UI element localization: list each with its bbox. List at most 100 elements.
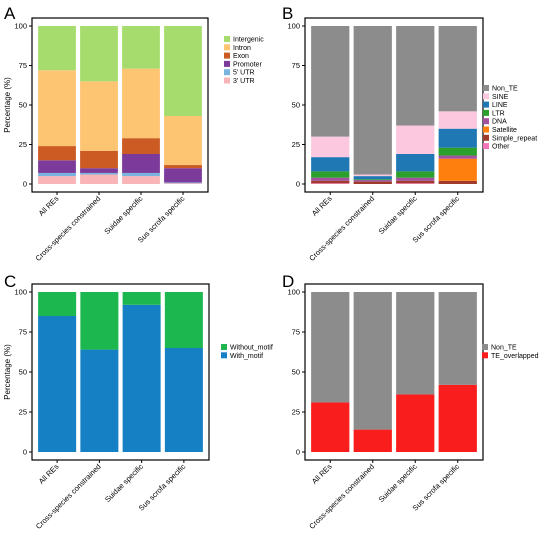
- bar-segment-with-motif-all-res: [38, 316, 77, 452]
- y-tick-label: 75: [292, 328, 300, 337]
- legend-swatch-other: [483, 143, 489, 150]
- legend-swatch-sine: [483, 93, 489, 100]
- bar-segment-te-overlapped-cross-species-constrained: [353, 429, 392, 452]
- bar-segment-non-te-suidae-specific: [396, 26, 435, 126]
- legend-label-without-motif: Without_motif: [230, 345, 273, 352]
- legend-label-intron: Intron: [233, 45, 251, 52]
- bar-segment-exon-sus-scrofa-specific: [164, 165, 202, 169]
- bar-segment-other-suidae-specific: [396, 183, 435, 184]
- bar-segment-intron-all-res: [38, 70, 76, 147]
- bar-segment-intergenic-sus-scrofa-specific: [164, 26, 202, 117]
- bar-segment-with-motif-sus-scrofa-specific: [164, 348, 203, 452]
- bar-segment-dna-cross-species-constrained: [353, 180, 392, 182]
- legend-label-3-utr: 3' UTR: [233, 78, 255, 85]
- bar-segment-sine-sus-scrofa-specific: [438, 111, 477, 129]
- legend-label-5-utr: 5' UTR: [233, 70, 255, 77]
- legend-swatch-intergenic: [224, 36, 230, 42]
- bar-segment-non-te-cross-species-constrained: [353, 26, 392, 175]
- legend-label-intergenic: Intergenic: [233, 37, 264, 44]
- y-tick-label: 25: [292, 408, 300, 417]
- y-tick-label: 50: [19, 368, 27, 377]
- bar-segment-ltr-all-res: [311, 171, 350, 178]
- legend-swatch-without-motif: [221, 344, 227, 350]
- legend-label-te-overlapped: TE_overlapped: [491, 353, 539, 360]
- y-tick-label: 25: [19, 408, 27, 417]
- bar-segment-te-overlapped-all-res: [311, 402, 350, 452]
- bar-segment-without-motif-cross-species-constrained: [80, 292, 119, 350]
- bar-segment-5-utr-suidae-specific: [122, 172, 160, 177]
- bar-segment-sine-suidae-specific: [396, 125, 435, 154]
- bar-segment-ltr-suidae-specific: [396, 171, 435, 178]
- bar-segment-dna-suidae-specific: [396, 177, 435, 181]
- bar-segment-5-utr-all-res: [38, 172, 76, 177]
- x-tick-label: Sus scrofa specific: [137, 462, 188, 513]
- bar-segment-intergenic-all-res: [38, 26, 76, 71]
- legend-swatch-satellite: [483, 126, 489, 133]
- x-tick-label: Sus scrofa specific: [411, 194, 462, 245]
- bar-segment-non-te-sus-scrofa-specific: [438, 292, 477, 385]
- bar-segment-other-all-res: [311, 183, 350, 184]
- bar-segment-intergenic-cross-species-constrained: [80, 26, 118, 82]
- y-tick-label: 100: [14, 288, 27, 297]
- bar-segment-sine-cross-species-constrained: [353, 174, 392, 177]
- panel-letter: C: [4, 272, 16, 291]
- bar-segment-simple-repeat-suidae-specific: [396, 180, 435, 184]
- bar-segment-3-utr-suidae-specific: [122, 176, 160, 184]
- legend-label-other: Other: [492, 144, 510, 151]
- legend-label-non-te: Non_TE: [492, 86, 518, 93]
- legend-label-ltr: LTR: [492, 110, 505, 117]
- x-tick-label: Sus scrofa specific: [411, 462, 462, 513]
- x-tick-label: All REs: [37, 194, 61, 218]
- legend-label-simple-repeat: Simple_repeat: [492, 135, 537, 142]
- bar-segment-3-utr-all-res: [38, 176, 76, 184]
- bar-segment-line-all-res: [311, 157, 350, 172]
- y-tick-label: 50: [19, 101, 27, 110]
- y-tick-label: 75: [19, 328, 27, 337]
- bar-segment-promoter-all-res: [38, 160, 76, 173]
- y-tick-label: 0: [23, 448, 27, 457]
- y-tick-label: 100: [14, 22, 27, 31]
- bar-segment-5-utr-sus-scrofa-specific: [164, 182, 202, 184]
- y-tick-label: 50: [292, 101, 300, 110]
- y-tick-label: 100: [287, 288, 300, 297]
- bar-segment-5-utr-cross-species-constrained: [80, 172, 118, 175]
- bar-segment-intron-cross-species-constrained: [80, 81, 118, 151]
- x-tick-label: Suidae specific: [103, 462, 145, 504]
- bar-segment-simple-repeat-all-res: [311, 180, 350, 184]
- legend-swatch-non-te: [483, 85, 489, 91]
- y-axis-label: Percentage (%): [3, 77, 12, 133]
- panel-letter: D: [282, 272, 294, 291]
- legend-label-promoter: Promoter: [233, 61, 262, 68]
- legend-label-exon: Exon: [233, 53, 249, 60]
- y-tick-label: 25: [292, 140, 300, 149]
- bar-segment-non-te-cross-species-constrained: [353, 292, 392, 430]
- bar-segment-line-cross-species-constrained: [353, 176, 392, 180]
- legend-swatch-with-motif: [221, 352, 227, 359]
- bar-segment-te-overlapped-sus-scrofa-specific: [438, 384, 477, 452]
- x-tick-label: Suidae specific: [102, 194, 144, 236]
- bar-segment-without-motif-suidae-specific: [122, 292, 161, 305]
- legend-swatch-simple-repeat: [483, 134, 489, 141]
- panel-letter: B: [282, 4, 293, 23]
- y-tick-label: 100: [287, 22, 300, 31]
- bar-segment-3-utr-sus-scrofa-specific: [164, 183, 202, 184]
- bar-segment-ltr-sus-scrofa-specific: [438, 147, 477, 156]
- legend-swatch-3-utr: [224, 77, 230, 84]
- x-tick-label: Suidae specific: [377, 462, 419, 504]
- y-tick-label: 0: [23, 180, 27, 189]
- bar-segment-non-te-sus-scrofa-specific: [438, 26, 477, 112]
- bar-segment-exon-cross-species-constrained: [80, 150, 118, 169]
- bar-segment-without-motif-sus-scrofa-specific: [164, 292, 203, 348]
- bar-segment-with-motif-suidae-specific: [122, 304, 161, 452]
- x-tick-label: All REs: [310, 194, 334, 218]
- legend-label-with-motif: With_motif: [230, 353, 263, 360]
- legend-label-dna: DNA: [492, 119, 507, 126]
- bar-segment-satellite-sus-scrofa-specific: [438, 158, 477, 181]
- x-tick-label: Suidae specific: [377, 194, 419, 236]
- bar-segment-non-te-all-res: [311, 292, 350, 403]
- bar-segment-exon-suidae-specific: [122, 138, 160, 154]
- bar-segment-simple-repeat-sus-scrofa-specific: [438, 180, 477, 184]
- legend-label-line: LINE: [492, 102, 508, 109]
